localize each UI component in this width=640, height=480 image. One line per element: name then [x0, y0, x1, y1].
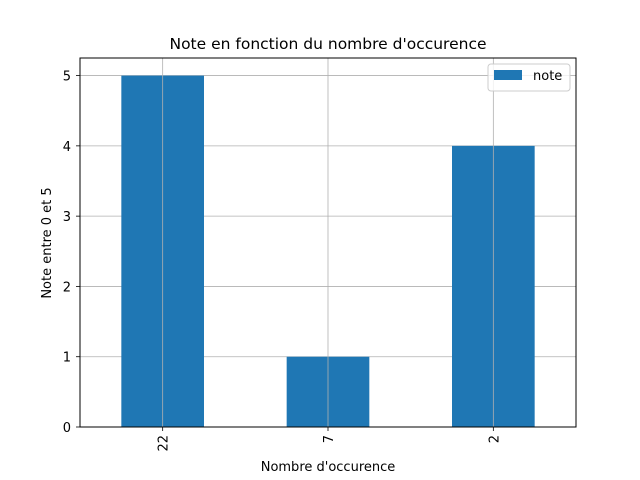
y-tick-label: 4: [63, 140, 71, 155]
x-tick-label: 7: [322, 435, 337, 443]
legend-swatch: [494, 70, 522, 80]
y-axis-ticks: 0 1 2 3 4 5: [63, 70, 80, 436]
x-axis-ticks: 22 7 2: [157, 427, 502, 452]
y-tick-label: 3: [63, 210, 71, 225]
x-axis-label: Nombre d'occurence: [261, 460, 396, 475]
y-tick-label: 5: [63, 70, 71, 85]
y-tick-label: 1: [63, 351, 71, 366]
y-tick-label: 0: [63, 421, 71, 436]
legend: note: [487, 63, 571, 92]
y-tick-label: 2: [63, 280, 71, 295]
x-grid: [162, 58, 494, 427]
chart-title: Note en fonction du nombre d'occurence: [169, 35, 486, 53]
legend-label-note: note: [533, 69, 562, 84]
x-tick-label: 22: [157, 435, 172, 452]
x-tick-label: 2: [487, 435, 502, 443]
y-axis-label: Note entre 0 et 5: [40, 187, 55, 298]
